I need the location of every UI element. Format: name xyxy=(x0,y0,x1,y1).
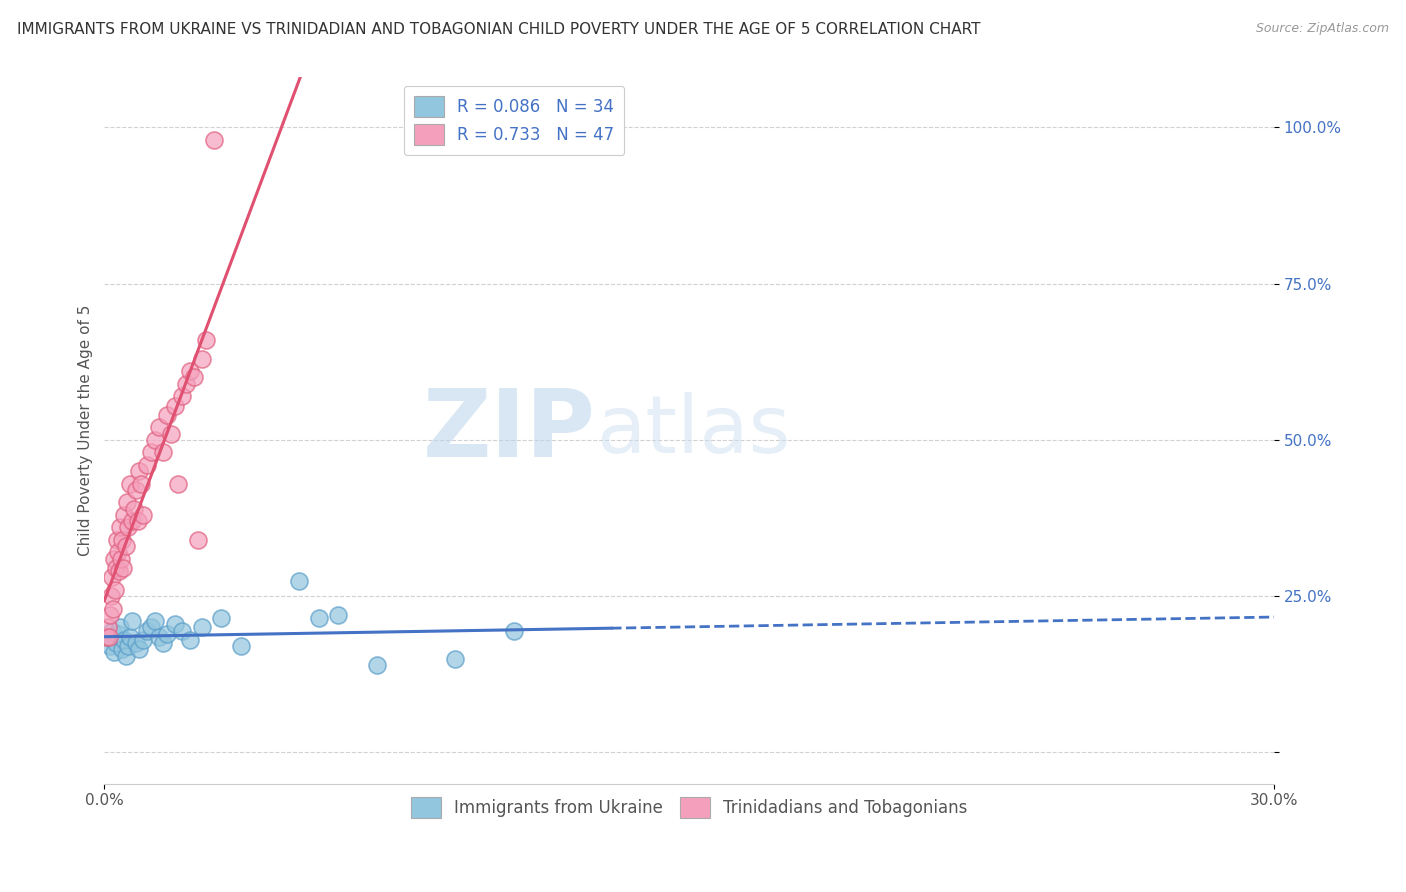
Point xyxy=(97,630,120,644)
Point xyxy=(105,636,128,650)
Point xyxy=(103,551,125,566)
Point xyxy=(101,624,124,638)
Legend: Immigrants from Ukraine, Trinidadians and Tobagonians: Immigrants from Ukraine, Trinidadians an… xyxy=(405,790,974,825)
Point xyxy=(148,630,170,644)
Point xyxy=(100,589,122,603)
Point xyxy=(114,539,136,553)
Point xyxy=(308,611,330,625)
Text: IMMIGRANTS FROM UKRAINE VS TRINIDADIAN AND TOBAGONIAN CHILD POVERTY UNDER THE AG: IMMIGRANTS FROM UKRAINE VS TRINIDADIAN A… xyxy=(17,22,980,37)
Point xyxy=(122,501,145,516)
Point xyxy=(108,564,131,578)
Point xyxy=(97,620,120,634)
Point xyxy=(96,630,118,644)
Point xyxy=(121,514,143,528)
Text: Source: ZipAtlas.com: Source: ZipAtlas.com xyxy=(1256,22,1389,36)
Point xyxy=(143,433,166,447)
Point xyxy=(183,370,205,384)
Point xyxy=(174,376,197,391)
Point xyxy=(128,642,150,657)
Point xyxy=(124,636,146,650)
Point xyxy=(136,458,159,472)
Point xyxy=(179,632,201,647)
Point xyxy=(148,420,170,434)
Point xyxy=(110,551,132,566)
Point xyxy=(328,607,350,622)
Point xyxy=(172,624,194,638)
Point xyxy=(136,624,159,638)
Point xyxy=(156,626,179,640)
Point xyxy=(115,495,138,509)
Point xyxy=(118,630,141,644)
Point xyxy=(152,636,174,650)
Point xyxy=(191,620,214,634)
Point xyxy=(101,601,124,615)
Text: atlas: atlas xyxy=(596,392,790,469)
Point xyxy=(118,476,141,491)
Point xyxy=(112,632,135,647)
Point xyxy=(111,642,134,657)
Point xyxy=(366,657,388,672)
Point xyxy=(167,476,190,491)
Point xyxy=(114,648,136,663)
Point xyxy=(288,574,311,588)
Point xyxy=(191,351,214,366)
Point xyxy=(502,624,524,638)
Point xyxy=(112,561,135,575)
Point xyxy=(152,445,174,459)
Point xyxy=(132,632,155,647)
Point xyxy=(141,445,163,459)
Point xyxy=(108,620,131,634)
Point xyxy=(112,508,135,522)
Point xyxy=(117,639,139,653)
Point xyxy=(98,630,121,644)
Point xyxy=(143,614,166,628)
Point xyxy=(104,582,127,597)
Point xyxy=(172,389,194,403)
Point xyxy=(132,508,155,522)
Point xyxy=(128,464,150,478)
Point xyxy=(108,520,131,534)
Point xyxy=(159,426,181,441)
Point xyxy=(107,545,129,559)
Point xyxy=(107,626,129,640)
Text: ZIP: ZIP xyxy=(423,384,596,476)
Point xyxy=(121,614,143,628)
Point xyxy=(229,639,252,653)
Point xyxy=(98,607,121,622)
Point xyxy=(124,483,146,497)
Point xyxy=(156,408,179,422)
Point xyxy=(101,570,124,584)
Point xyxy=(202,133,225,147)
Point xyxy=(105,561,128,575)
Point xyxy=(163,617,186,632)
Point xyxy=(131,476,153,491)
Y-axis label: Child Poverty Under the Age of 5: Child Poverty Under the Age of 5 xyxy=(79,305,93,557)
Point xyxy=(141,620,163,634)
Point xyxy=(105,533,128,547)
Point xyxy=(179,364,201,378)
Point xyxy=(127,514,149,528)
Point xyxy=(98,639,121,653)
Point xyxy=(209,611,232,625)
Point xyxy=(117,520,139,534)
Point xyxy=(194,333,217,347)
Point xyxy=(103,645,125,659)
Point xyxy=(111,533,134,547)
Point xyxy=(187,533,209,547)
Point xyxy=(444,651,467,665)
Point xyxy=(163,399,186,413)
